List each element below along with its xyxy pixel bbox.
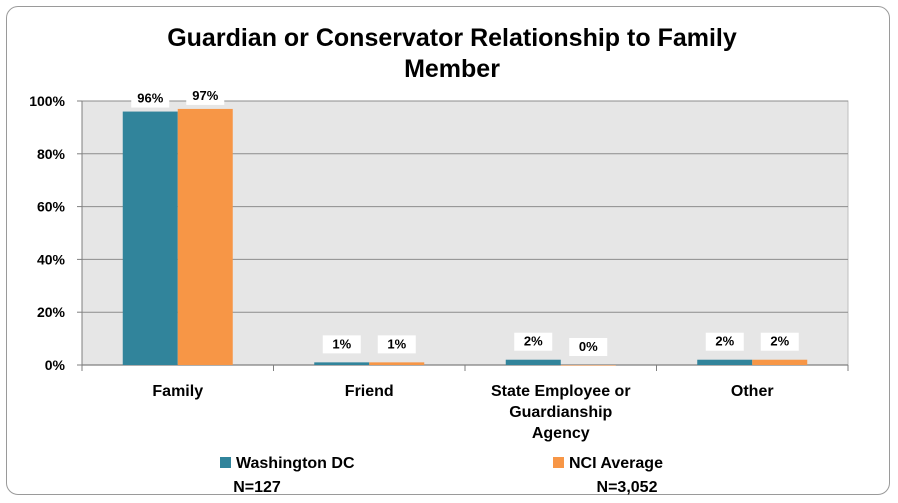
bar-washington-dc-family — [122, 111, 178, 365]
legend-swatch-washington-dc — [220, 457, 231, 468]
data-label: 2% — [524, 334, 543, 349]
legend-label: NCI Average — [569, 455, 663, 472]
data-label-background — [322, 335, 361, 354]
legend-label: Washington DC — [236, 455, 355, 472]
bar-nci-average-family — [177, 108, 233, 366]
x-category-label: State Employee or — [491, 383, 631, 400]
x-category-label: Other — [731, 383, 774, 400]
x-category-label: Family — [152, 383, 203, 400]
y-tick-label: 80% — [37, 146, 66, 162]
legend-sample-size: N=127 — [233, 479, 281, 496]
data-label: 97% — [192, 88, 218, 103]
x-category-label: Agency — [532, 425, 590, 442]
data-label: 2% — [715, 334, 734, 349]
y-tick-label: 100% — [29, 93, 65, 109]
data-label-background — [760, 332, 799, 351]
data-label-background — [569, 338, 608, 356]
y-tick-label: 40% — [37, 251, 66, 267]
data-label-background — [377, 335, 416, 354]
y-tick-label: 60% — [37, 199, 66, 215]
legend-sample-size: N=3,052 — [597, 479, 658, 496]
data-label-background — [186, 86, 225, 105]
data-label-background — [131, 89, 170, 108]
bar-washington-dc-state-employee-or-guardianship-agency — [505, 359, 561, 365]
data-label: 96% — [137, 91, 163, 106]
data-label-background — [514, 332, 553, 351]
bar-washington-dc-other — [697, 359, 753, 365]
data-label-background — [705, 332, 744, 351]
y-tick-label: 20% — [37, 304, 66, 320]
legend-swatch-nci-average — [553, 457, 564, 468]
chart-title-line-1: Guardian or Conservator Relationship to … — [167, 24, 737, 52]
bar-nci-average-friend — [369, 362, 425, 365]
chart-title-line-2: Member — [404, 55, 500, 83]
x-category-label: Friend — [345, 383, 394, 400]
y-tick-label: 0% — [45, 357, 66, 373]
x-category-label: Guardianship — [509, 404, 612, 421]
data-label: 1% — [332, 336, 351, 351]
bar-washington-dc-friend — [314, 362, 370, 365]
data-label: 2% — [770, 334, 789, 349]
data-label: 1% — [387, 336, 406, 351]
bar-nci-average-other — [752, 359, 808, 365]
data-label: 0% — [579, 339, 598, 354]
bar-nci-average-state-employee-or-guardianship-agency — [560, 365, 616, 366]
